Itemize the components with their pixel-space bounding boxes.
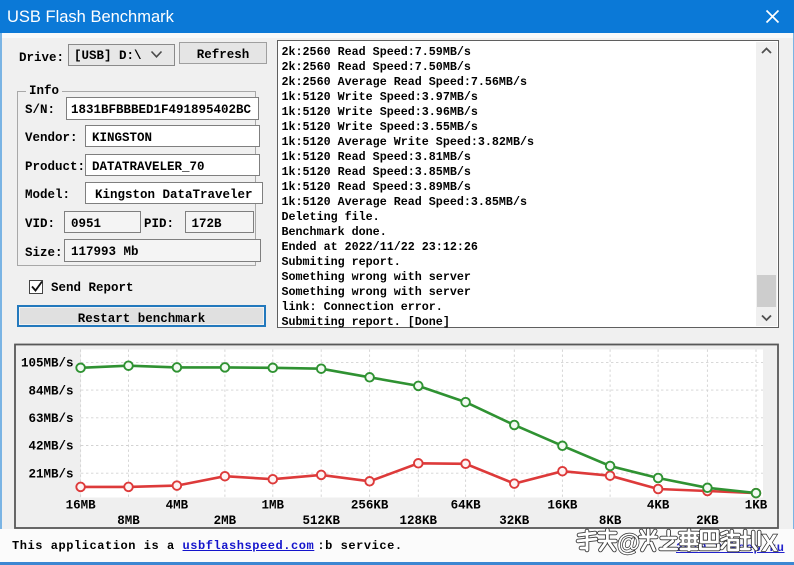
svg-text:2MB: 2MB: [214, 514, 237, 528]
svg-text:8KB: 8KB: [599, 514, 622, 528]
svg-text:512KB: 512KB: [302, 514, 340, 528]
svg-text:8MB: 8MB: [117, 514, 140, 528]
svg-text:32KB: 32KB: [499, 514, 530, 528]
svg-text:128KB: 128KB: [400, 514, 438, 528]
svg-text:63MB/s: 63MB/s: [28, 412, 73, 426]
svg-text:1MB: 1MB: [262, 499, 285, 513]
svg-text:256KB: 256KB: [351, 499, 389, 513]
svg-text:16KB: 16KB: [547, 499, 578, 513]
svg-text:42MB/s: 42MB/s: [28, 440, 73, 454]
svg-text:4MB: 4MB: [166, 499, 189, 513]
svg-text:64KB: 64KB: [451, 499, 482, 513]
svg-text:16MB: 16MB: [66, 499, 97, 513]
svg-text:21MB/s: 21MB/s: [28, 467, 73, 481]
svg-text:4KB: 4KB: [647, 499, 670, 513]
svg-text:84MB/s: 84MB/s: [28, 384, 73, 398]
svg-text:@: @: [617, 530, 640, 557]
svg-text:X: X: [762, 530, 778, 557]
svg-text:105MB/s: 105MB/s: [21, 357, 74, 371]
svg-text:1KB: 1KB: [745, 499, 768, 513]
svg-text:2KB: 2KB: [696, 514, 719, 528]
